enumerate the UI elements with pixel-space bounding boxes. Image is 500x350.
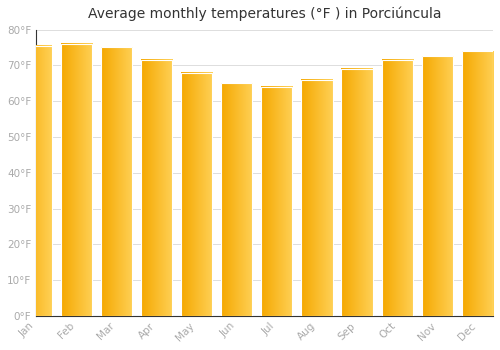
Bar [100, 48, 132, 316]
Bar [382, 60, 413, 316]
Bar [261, 87, 292, 316]
Bar [302, 80, 332, 316]
Bar [141, 60, 172, 316]
Bar [422, 56, 453, 316]
Bar [462, 51, 493, 316]
Bar [60, 44, 92, 316]
Bar [342, 69, 372, 316]
Bar [221, 83, 252, 316]
Bar [181, 72, 212, 316]
Title: Average monthly temperatures (°F ) in Porciúncula: Average monthly temperatures (°F ) in Po… [88, 7, 442, 21]
Bar [20, 46, 52, 316]
